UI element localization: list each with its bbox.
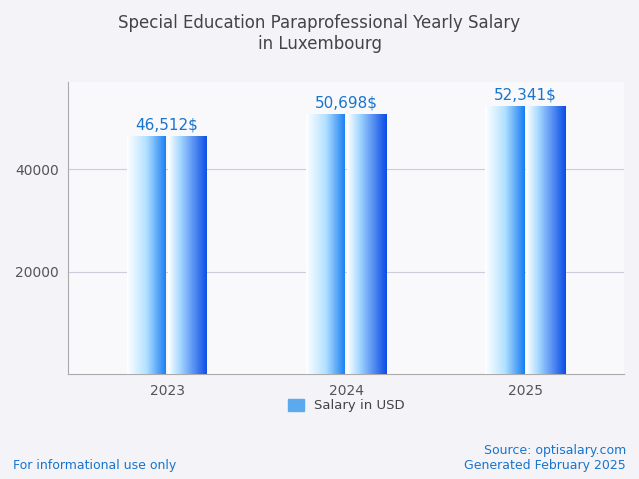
Text: For informational use only: For informational use only <box>13 459 176 472</box>
Text: Special Education Paraprofessional Yearly Salary
in Luxembourg: Special Education Paraprofessional Yearl… <box>118 14 521 53</box>
Legend: Salary in USD: Salary in USD <box>282 393 410 418</box>
Text: 50,698$: 50,698$ <box>315 96 378 111</box>
Text: 46,512$: 46,512$ <box>135 117 199 132</box>
Text: Source: optisalary.com
Generated February 2025: Source: optisalary.com Generated Februar… <box>465 444 626 472</box>
Text: 52,341$: 52,341$ <box>494 87 557 103</box>
